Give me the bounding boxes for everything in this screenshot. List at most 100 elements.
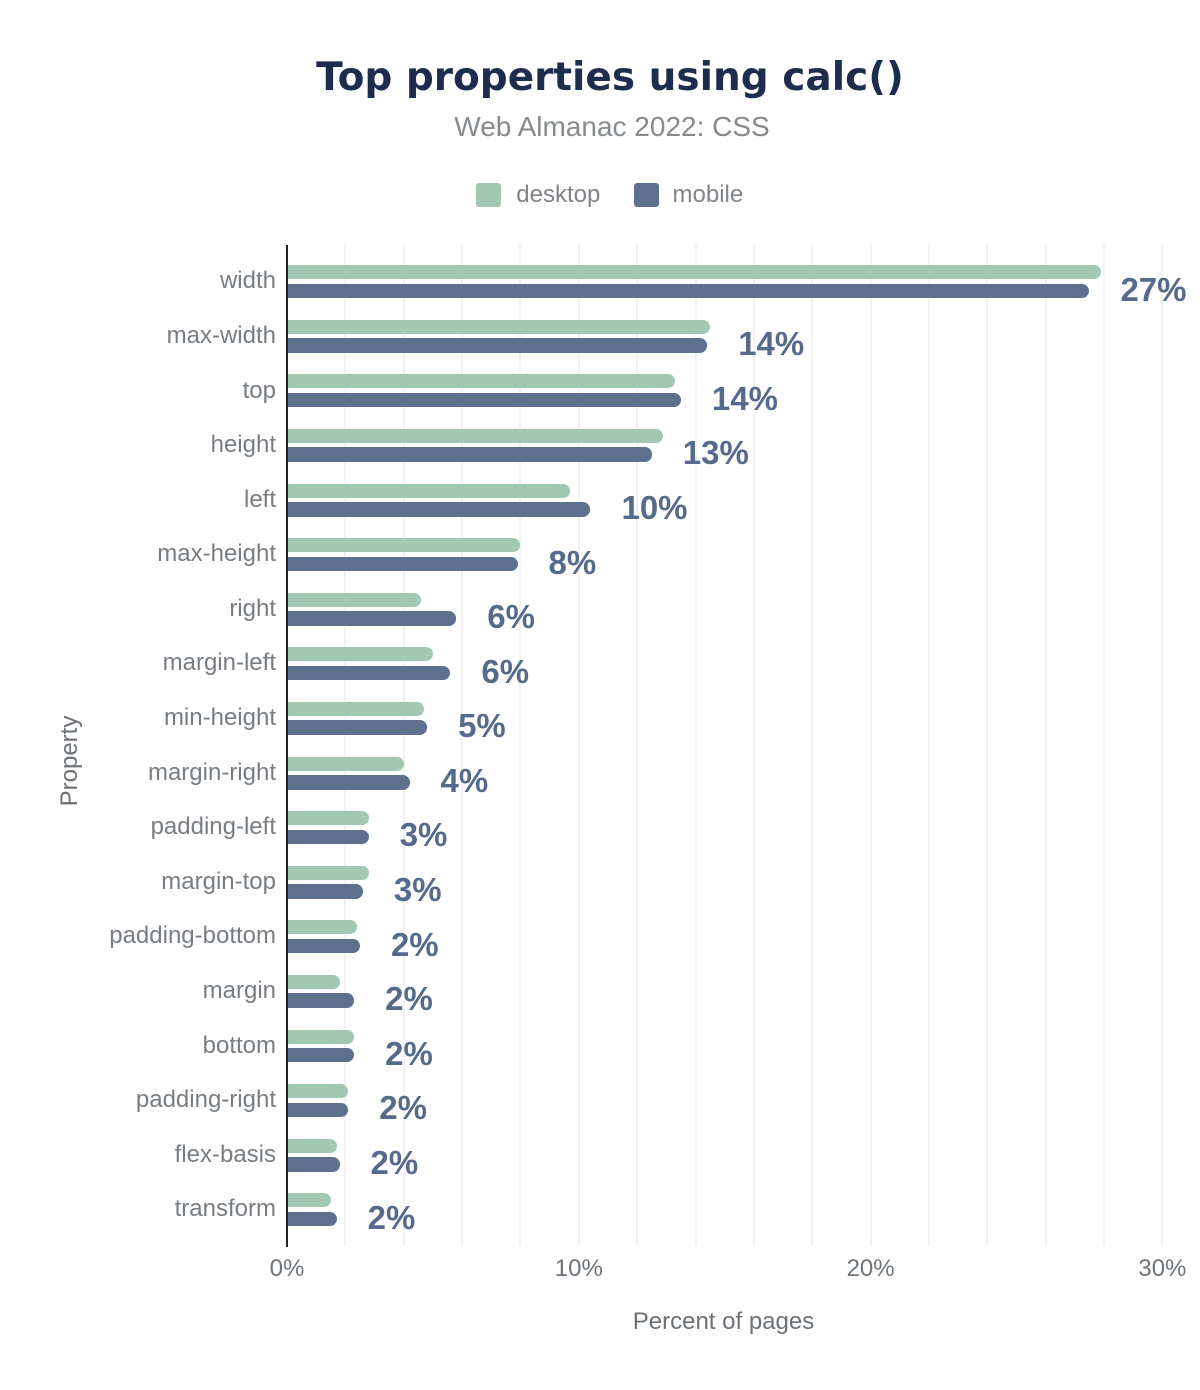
bar-desktop-padding-bottom[interactable] <box>288 920 358 935</box>
value-label-height: 13% <box>682 434 749 472</box>
category-label-min-height: min-height <box>163 704 276 732</box>
value-label-margin-right: 4% <box>440 761 489 799</box>
legend-label-mobile: mobile <box>672 181 744 209</box>
value-label-padding-left: 3% <box>399 816 448 854</box>
value-label-margin: 2% <box>385 980 433 1018</box>
value-label-width: 27% <box>1120 270 1187 308</box>
bar-mobile-padding-left[interactable] <box>288 829 369 845</box>
bar-mobile-min-height[interactable] <box>288 720 428 735</box>
bar-mobile-margin[interactable] <box>288 993 355 1008</box>
gridline-6pct <box>461 244 464 1246</box>
x-axis-title: Percent of pages <box>632 1307 815 1335</box>
bar-mobile-width[interactable] <box>288 283 1090 299</box>
gridline-30pct <box>1161 244 1164 1246</box>
bar-mobile-max-width[interactable] <box>288 338 708 353</box>
category-label-padding-right: padding-right <box>135 1086 276 1114</box>
category-label-transform: transform <box>174 1195 276 1223</box>
bar-desktop-padding-left[interactable] <box>288 811 369 826</box>
value-label-top: 14% <box>711 379 778 417</box>
bar-desktop-max-width[interactable] <box>288 319 711 334</box>
category-label-margin-top: margin-top <box>161 867 276 895</box>
bar-mobile-flex-basis[interactable] <box>288 1157 340 1172</box>
gridline-18pct <box>811 244 814 1246</box>
bar-mobile-transform[interactable] <box>288 1211 337 1227</box>
gridline-20pct <box>869 244 872 1246</box>
bar-mobile-right[interactable] <box>288 611 457 626</box>
bar-mobile-margin-left[interactable] <box>288 665 451 681</box>
bar-desktop-margin-left[interactable] <box>288 647 433 662</box>
bar-mobile-max-height[interactable] <box>288 556 518 572</box>
chart-title: Top properties using calc() <box>316 55 904 100</box>
bar-mobile-left[interactable] <box>288 502 591 517</box>
value-label-flex-basis: 2% <box>370 1143 419 1181</box>
bar-mobile-padding-bottom[interactable] <box>288 938 360 954</box>
value-label-bottom: 2% <box>385 1034 433 1072</box>
category-label-flex-basis: flex-basis <box>174 1140 276 1168</box>
value-label-max-width: 14% <box>738 325 805 363</box>
category-label-width: width <box>219 267 276 295</box>
bar-desktop-height[interactable] <box>288 429 664 444</box>
value-label-margin-left: 6% <box>481 652 530 690</box>
legend-label-desktop: desktop <box>516 181 601 209</box>
bar-mobile-margin-top[interactable] <box>288 884 363 899</box>
bar-mobile-height[interactable] <box>288 447 652 462</box>
bar-desktop-top[interactable] <box>288 374 676 389</box>
bar-desktop-max-height[interactable] <box>288 538 521 553</box>
legend-swatch-mobile-icon <box>633 182 659 207</box>
x-tick-label-30%: 30% <box>1138 1255 1187 1282</box>
gridline-8pct <box>519 244 522 1246</box>
bar-desktop-margin-top[interactable] <box>288 865 369 880</box>
gridline-14pct <box>694 244 697 1246</box>
bar-desktop-bottom[interactable] <box>288 1029 355 1044</box>
bar-desktop-margin-right[interactable] <box>288 756 404 771</box>
bar-mobile-padding-right[interactable] <box>288 1102 349 1118</box>
category-label-top: top <box>242 376 276 404</box>
bar-desktop-flex-basis[interactable] <box>288 1138 337 1153</box>
category-label-max-width: max-width <box>166 321 276 349</box>
bar-desktop-width[interactable] <box>288 265 1102 280</box>
category-label-height: height <box>210 431 276 459</box>
gridline-4pct <box>402 244 405 1246</box>
category-label-max-height: max-height <box>157 540 276 568</box>
value-label-right: 6% <box>487 598 535 636</box>
value-label-min-height: 5% <box>458 707 506 745</box>
gridline-12pct <box>636 244 639 1246</box>
value-label-padding-bottom: 2% <box>390 925 439 963</box>
bar-desktop-right[interactable] <box>288 592 422 607</box>
value-label-max-height: 8% <box>548 543 597 581</box>
gridline-24pct <box>986 244 989 1246</box>
gridline-16pct <box>752 244 755 1246</box>
bar-desktop-min-height[interactable] <box>288 702 425 717</box>
gridline-10pct <box>577 244 580 1246</box>
gridline-28pct <box>1103 244 1106 1246</box>
category-label-margin-left: margin-left <box>162 649 276 677</box>
value-label-left: 10% <box>621 488 688 526</box>
x-tick-label-0%: 0% <box>269 1255 305 1282</box>
y-axis-line <box>285 244 288 1247</box>
chart-subtitle: Web Almanac 2022: CSS <box>454 110 770 142</box>
y-axis-title: Property <box>55 715 83 807</box>
category-label-left: left <box>243 485 276 513</box>
value-label-transform: 2% <box>367 1198 416 1236</box>
bar-mobile-margin-right[interactable] <box>288 775 410 790</box>
category-label-margin: margin <box>202 977 276 1005</box>
legend: desktop mobile <box>0 181 1200 209</box>
gridline-26pct <box>1044 244 1047 1246</box>
bar-desktop-margin[interactable] <box>288 974 340 989</box>
gridline-2pct <box>344 244 347 1246</box>
bar-desktop-transform[interactable] <box>288 1193 331 1208</box>
category-label-padding-bottom: padding-bottom <box>109 922 276 950</box>
bar-mobile-top[interactable] <box>288 392 681 408</box>
x-tick-label-20%: 20% <box>846 1255 895 1282</box>
bar-desktop-left[interactable] <box>288 483 571 498</box>
bar-desktop-padding-right[interactable] <box>288 1084 349 1099</box>
bar-mobile-bottom[interactable] <box>288 1047 355 1063</box>
value-label-padding-right: 2% <box>379 1089 427 1127</box>
x-tick-label-10%: 10% <box>554 1255 603 1282</box>
category-label-bottom: bottom <box>202 1031 276 1059</box>
category-label-padding-left: padding-left <box>150 813 276 841</box>
value-label-margin-top: 3% <box>393 871 442 909</box>
category-label-margin-right: margin-right <box>147 758 276 786</box>
